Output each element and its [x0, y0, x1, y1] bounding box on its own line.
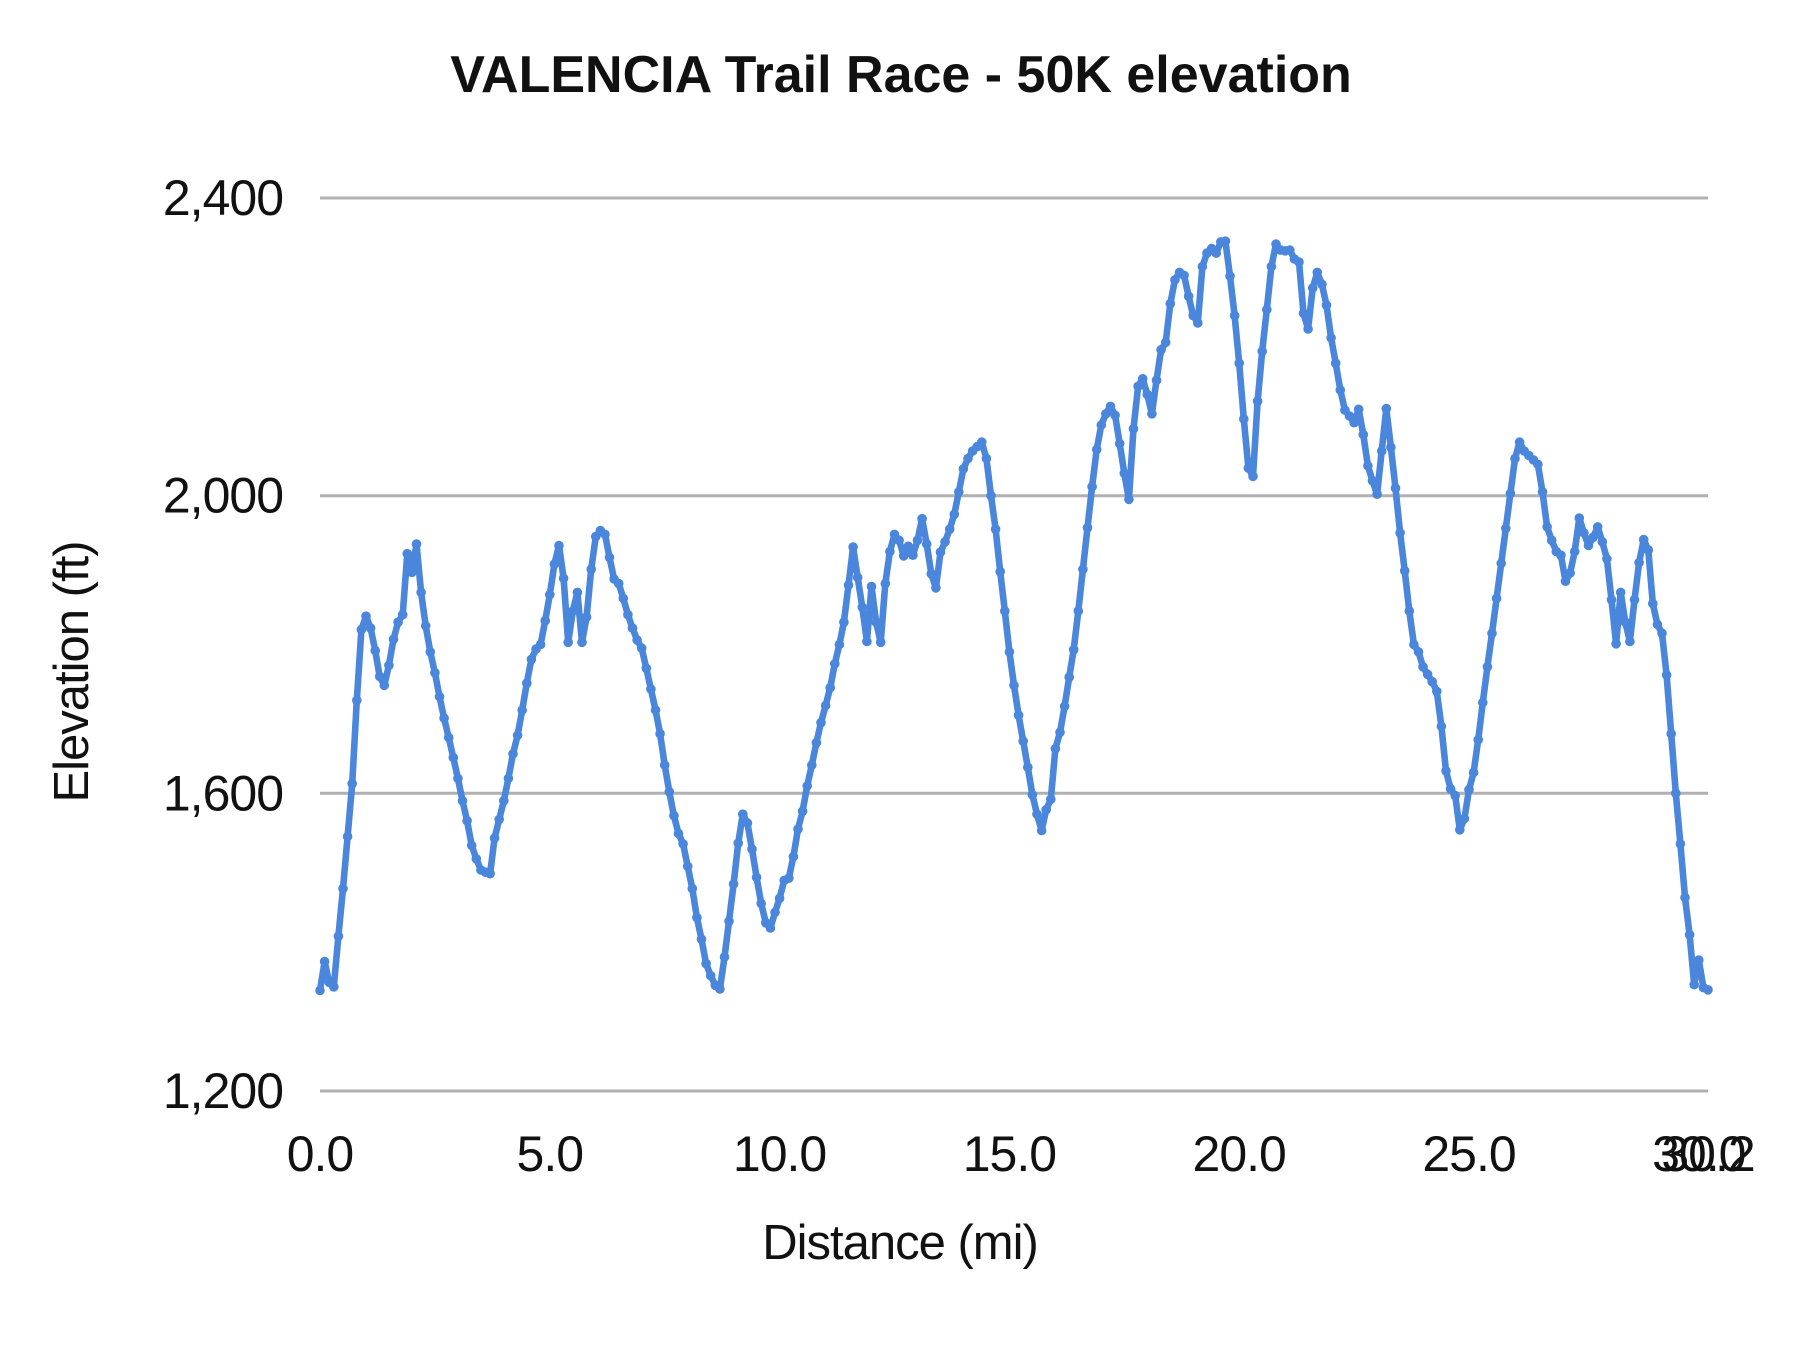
- svg-text:15.0: 15.0: [963, 1126, 1056, 1182]
- svg-text:20.0: 20.0: [1193, 1126, 1286, 1182]
- svg-text:5.0: 5.0: [517, 1126, 584, 1182]
- svg-text:2,000: 2,000: [163, 468, 283, 524]
- svg-text:30.0: 30.0: [1652, 1126, 1745, 1182]
- svg-text:1,600: 1,600: [163, 765, 283, 821]
- svg-text:VALENCIA Trail Race - 50K elev: VALENCIA Trail Race - 50K elevation: [450, 46, 1352, 104]
- svg-text:30.2: 30.2: [1661, 1126, 1754, 1182]
- svg-text:0.0: 0.0: [287, 1126, 354, 1182]
- svg-text:Elevation (ft): Elevation (ft): [45, 541, 99, 802]
- svg-text:Distance (mi): Distance (mi): [762, 1216, 1038, 1270]
- svg-text:2,400: 2,400: [163, 170, 283, 226]
- svg-text:10.0: 10.0: [733, 1126, 826, 1182]
- svg-text:1,200: 1,200: [163, 1063, 283, 1119]
- svg-text:25.0: 25.0: [1422, 1126, 1515, 1182]
